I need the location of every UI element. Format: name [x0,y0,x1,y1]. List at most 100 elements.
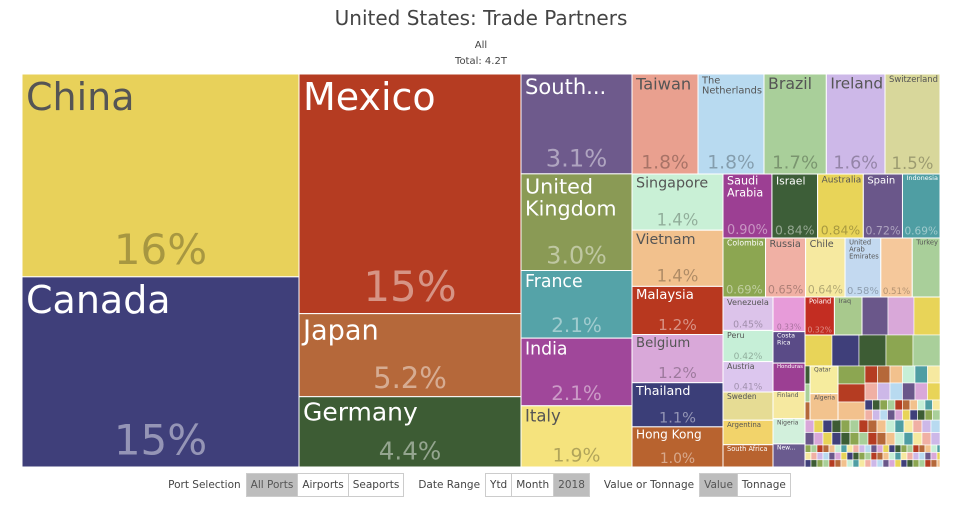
button[interactable]: Month [511,473,555,497]
minor-tile [834,452,842,461]
minor-tile [858,444,866,453]
tile-label: Malaysia [636,288,694,303]
tile [809,365,839,395]
chart: United States: Trade Partners All Total:… [21,6,941,468]
minor-tile [858,452,866,461]
minor-tile [885,419,896,433]
minor-tile [924,399,933,411]
minor-tile [889,365,903,384]
minor-tile [902,399,911,411]
minor-tile [877,365,891,384]
tile [772,443,806,468]
minor-tile [930,444,938,453]
minor-tile [900,452,908,461]
minor-tile [822,432,833,446]
minor-tile [902,409,911,421]
minor-tile [840,452,848,461]
tile-label: Colombia [727,238,764,247]
tile-label: Vietnam [636,232,696,248]
minor-tile [828,459,836,468]
tile [844,237,882,298]
button[interactable]: Tonnage [736,473,791,497]
minor-tile [887,399,896,411]
minor-tile [921,419,932,433]
minor-tile [924,444,932,453]
minor-tile [887,409,896,421]
minor-tile [903,419,914,433]
minor-tile [822,452,830,461]
minor-tile [932,399,941,411]
tile-label: Mexico [303,75,436,119]
minor-tile [894,419,905,433]
button[interactable]: All Ports [245,473,299,497]
tile-label: France [525,272,583,292]
minor-tile [864,382,878,401]
button[interactable]: Airports [297,473,349,497]
minor-tile [872,399,881,411]
tile-label: Sweden [727,392,757,401]
button[interactable]: Seaports [347,473,405,497]
button[interactable]: Ytd [485,473,513,497]
minor-tile [906,459,914,468]
minor-tile [912,432,923,446]
tile [520,337,633,407]
tile-label: Peru [727,331,745,340]
minor-tile [924,452,932,461]
tile [809,393,839,421]
value-label: 1.0% [660,451,695,467]
minor-tile [804,444,812,453]
minor-tile [840,459,848,468]
minor-tile [876,452,884,461]
tile [722,391,774,421]
button[interactable]: Value [699,473,738,497]
minor-tile [804,452,812,461]
minor-tile [852,459,860,468]
tile-label: Hong Kong [636,427,702,441]
minor-tile [864,452,872,461]
controls: Port Selection All Ports Airports Seapor… [0,472,959,498]
tile [901,173,941,239]
tile [631,229,724,287]
minor-tile [912,459,920,468]
control-group: Value or Tonnage Value Tonnage [604,473,791,497]
tile [298,396,522,468]
minor-tile [912,444,920,453]
value-label: 1.1% [659,409,696,426]
minor-tile [846,452,854,461]
tile [298,313,522,398]
minor-tile [813,432,824,446]
subtitle: All [475,40,487,51]
tile-label: Spain [867,176,895,187]
minor-tile [936,452,941,461]
value-label: 16% [114,225,207,274]
value-label: 0.84% [775,222,815,237]
minor-tile [864,409,873,421]
minor-tile [831,334,860,367]
value-label: 1.6% [833,154,878,174]
tile-label: China [26,75,135,119]
tile-label: India [525,340,568,360]
minor-tile [927,365,941,384]
minor-tile [870,452,878,461]
value-label: 0.64% [808,284,843,297]
button[interactable]: 2018 [553,473,590,497]
tile [771,173,819,239]
value-label: 0.32% [807,326,831,335]
minor-tile [816,452,824,461]
minor-tile [804,432,815,446]
minor-tile [906,452,914,461]
minor-tile [930,452,938,461]
tile-label: Brazil [768,74,812,93]
tile-label: Canada [26,278,171,322]
minor-tile [888,459,896,468]
chart-title: United States: Trade Partners [335,6,628,30]
value-label: 0.69% [726,283,763,297]
value-label: 0.58% [847,286,879,297]
tile-label: Chile [810,239,834,250]
value-label: 15% [363,262,456,311]
minor-tile [828,444,836,453]
tile-label: Honduras [777,364,803,370]
minor-tile [864,399,873,411]
value-label: 1.7% [772,153,818,174]
value-label: 2.1% [551,314,602,337]
